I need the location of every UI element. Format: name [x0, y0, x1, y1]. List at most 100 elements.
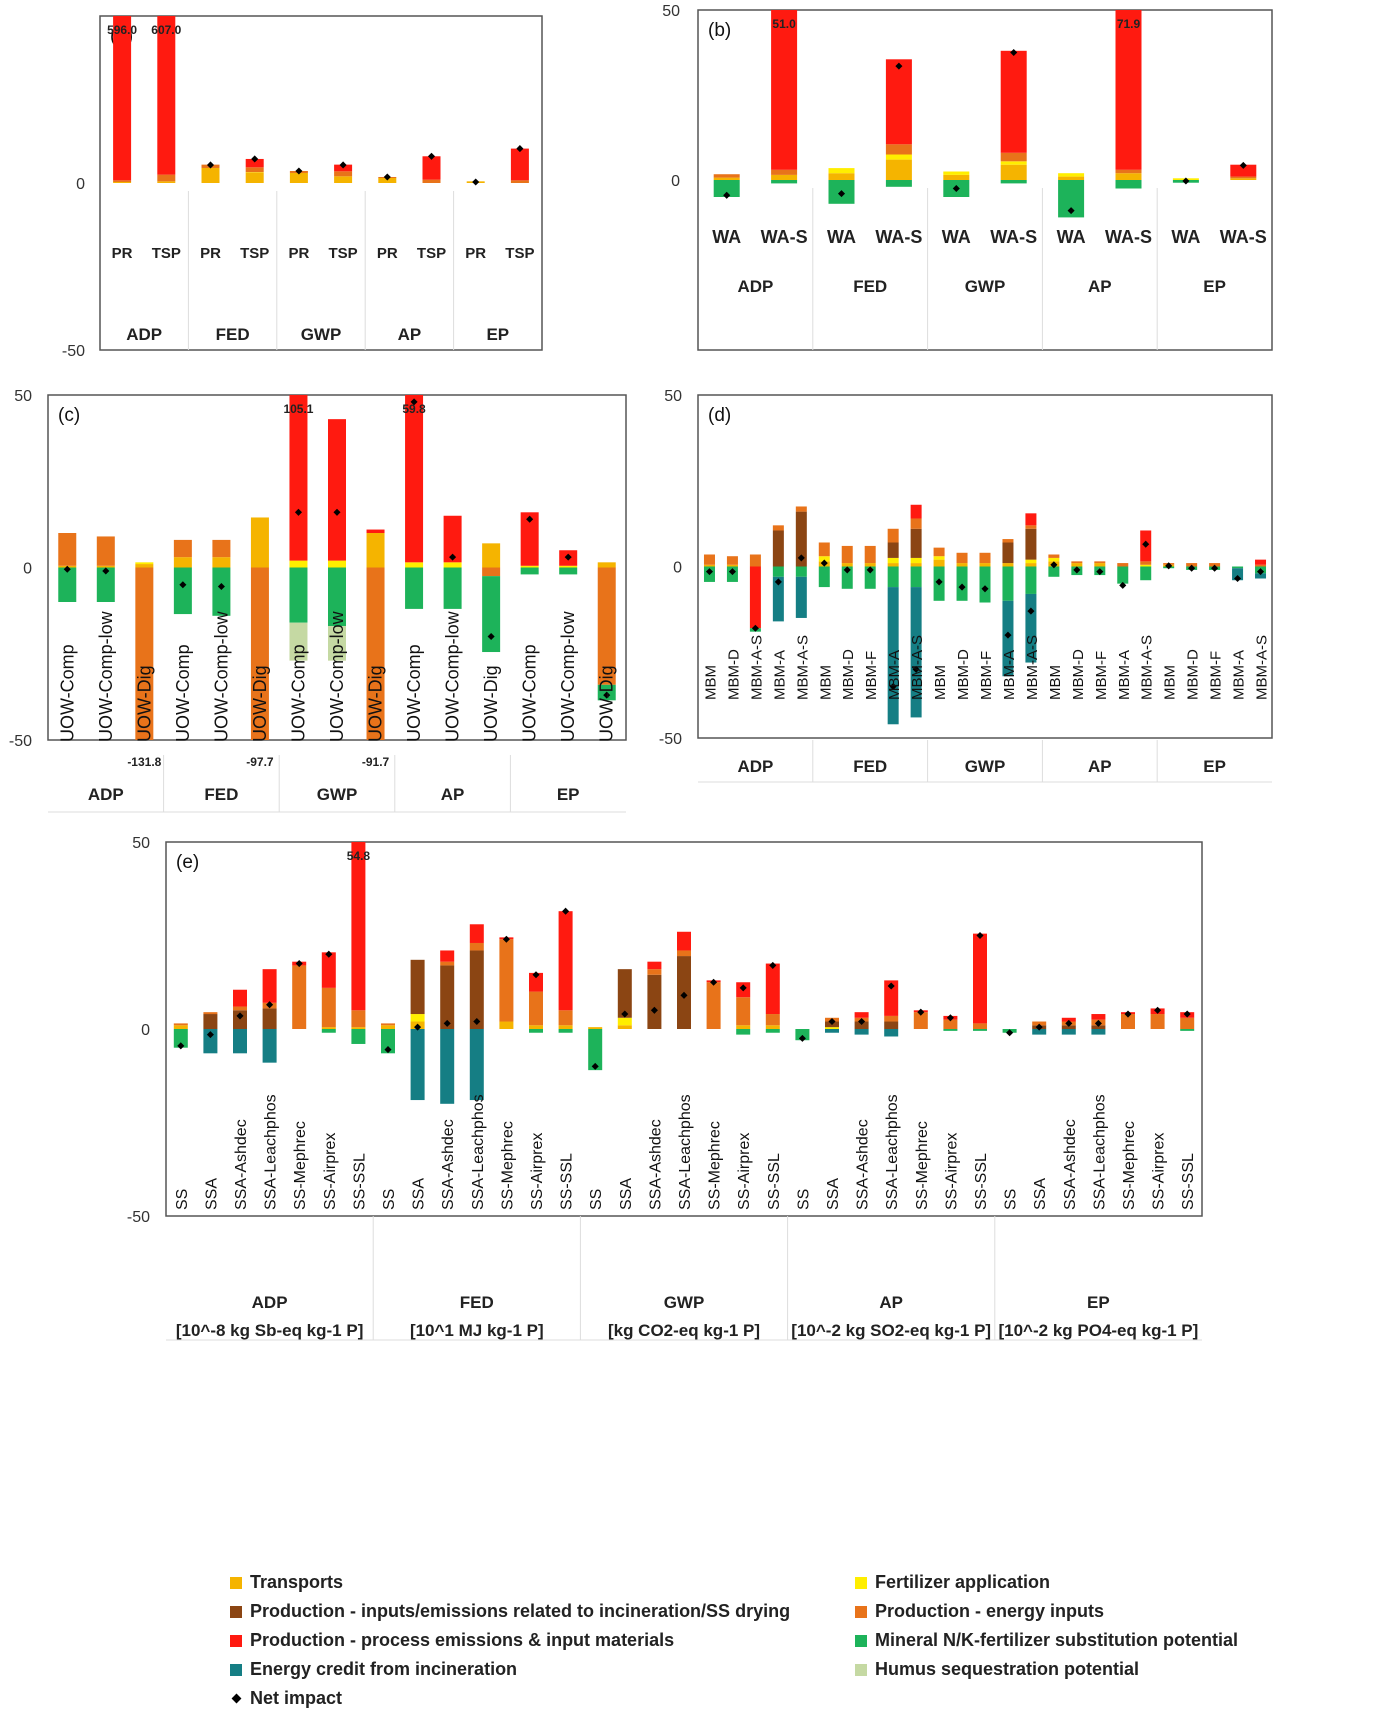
bar-segment-process [1025, 513, 1037, 526]
bar-segment-process [289, 395, 308, 561]
bar-segment-process [113, 16, 132, 181]
bar-segment-mineral [973, 1029, 987, 1031]
net-impact-marker [236, 1012, 244, 1020]
legend-item-humus: Humus sequestration potential [855, 1659, 1139, 1680]
net-impact-marker [603, 691, 611, 699]
y-tick-label: 50 [14, 388, 32, 405]
net-impact-marker [427, 152, 436, 160]
bar-segment-transports [1115, 173, 1142, 180]
group-label: EP [557, 785, 580, 804]
net-impact-icon [231, 1693, 242, 1704]
group-label: AP [1088, 277, 1112, 296]
category-label: SS-SSL [973, 1153, 990, 1210]
bar-segment-process [765, 963, 780, 1015]
bar-segment-credit [1032, 1029, 1047, 1035]
category-label: SS-Airprex [943, 1133, 960, 1210]
bar-segment-transports [245, 172, 264, 183]
overflow-value-label: 105.1 [283, 402, 313, 416]
category-label: SS-Mephrec [292, 1121, 309, 1210]
category-label: MBM-A-S [1024, 635, 1041, 700]
chart-panel-4: 50 0 -50 (d) ADP FED GWP AP EP MBM MBM-D MBM-A-S MBM… [659, 388, 1273, 783]
category-label: MBM-F [1208, 651, 1225, 700]
legend-item-energy: Production - energy inputs [855, 1601, 1104, 1622]
legend-label: Humus sequestration potential [875, 1659, 1140, 1679]
bar-segment-energy [499, 939, 514, 1022]
bar-segment-transports [173, 557, 192, 568]
bar-segment-energy [677, 950, 691, 957]
bar-segment-fertilizer [1000, 161, 1027, 165]
net-impact-marker [723, 191, 731, 199]
group-label: EP [1087, 1293, 1110, 1312]
category-label: SSA [618, 1178, 635, 1210]
bar-segment-mineral [173, 567, 192, 615]
chart-panel-3: 50 0 -50 (c) ADP FED GWP AP EP UOW-Comp UOW-Comp-l… [9, 388, 627, 813]
bar-segment-mineral [795, 1029, 810, 1041]
bar-segment-energy [321, 987, 336, 1028]
plot-frame [697, 394, 1273, 739]
panel-label: (e) [176, 852, 199, 873]
group-label: GWP [965, 277, 1006, 296]
bar-segment-incineration [410, 959, 425, 1015]
category-label: SS [1003, 1189, 1020, 1210]
category-label: SS-Mephrec [499, 1121, 516, 1210]
bar-segment-mineral [1048, 566, 1060, 577]
bar-segment-transports [482, 543, 501, 568]
legend-swatch [855, 1634, 867, 1647]
category-label: UOW-Comp-low [211, 610, 231, 742]
bar-segment-incineration [469, 950, 484, 1029]
bar-segment-transports [1094, 563, 1106, 567]
net-impact-marker [333, 508, 341, 516]
net-impact-marker [1010, 48, 1018, 57]
net-impact-marker [449, 553, 457, 561]
chart-panel-5: 50 0 -50 (e) ADP [10^-8 kg Sb-eq kg-1 P] FED [1… [127, 835, 1203, 1341]
bar-segment-process [321, 952, 336, 988]
category-label: UOW-Comp [288, 644, 308, 742]
net-impact-marker [472, 178, 480, 186]
bar-segment-mineral [405, 567, 424, 609]
group-label: FED [853, 277, 887, 296]
bar-segment-energy [440, 961, 455, 966]
bar-segment-credit [233, 1029, 247, 1054]
bar-segment-process [1115, 10, 1142, 170]
y-tick-label: 50 [664, 388, 682, 405]
net-impact-marker [797, 554, 805, 562]
bar-segment-energy [469, 942, 484, 951]
bar-segment-fertilizer [1058, 173, 1085, 177]
bar-segment-incineration [884, 1021, 899, 1029]
category-label: MBM-A [886, 650, 903, 700]
bar-segment-process [443, 515, 462, 563]
bar-segment-mineral [588, 1029, 603, 1071]
y-tick-label: 0 [673, 560, 682, 577]
bar-segment-mineral [943, 1029, 958, 1031]
bar-segment-energy [647, 969, 662, 975]
bar-segment-energy [482, 567, 501, 577]
category-label: MBM-A-S [1139, 635, 1156, 700]
bar-segment-transports [381, 1025, 395, 1029]
net-impact-marker [621, 1010, 629, 1018]
overflow-value-label: 607.0 [151, 23, 181, 37]
bar-segment-fertilizer [1140, 564, 1152, 567]
category-label: SS-SSL [559, 1153, 576, 1210]
legend-label: Mineral N/K-fertilizer substitution pote… [875, 1630, 1239, 1650]
panel-label: (b) [708, 20, 731, 41]
bar-segment-energy [1140, 561, 1152, 565]
bar-segment-energy [956, 552, 968, 564]
legend-label: Production - inputs/emissions related to… [250, 1601, 791, 1621]
net-impact-marker [680, 991, 688, 999]
bar-segment-transports [979, 563, 991, 567]
panel-label: (c) [58, 405, 80, 426]
category-label: UOW-Comp [404, 644, 424, 742]
category-label: MBM [932, 665, 949, 700]
legend-swatch [230, 1634, 242, 1647]
bar-segment-process [469, 924, 484, 943]
group-label: GWP [301, 325, 342, 344]
category-label: SSA-Leachphos [677, 1094, 694, 1210]
bar-segment-fertilizer [1048, 557, 1060, 562]
bar-segment-process [245, 158, 264, 168]
category-label: SS-Airprex [322, 1133, 339, 1210]
legend-label: Transports [250, 1572, 344, 1592]
category-label: MBM [1162, 665, 1179, 700]
bar-segment-fertilizer [825, 1027, 839, 1029]
category-label: PR [465, 245, 486, 262]
